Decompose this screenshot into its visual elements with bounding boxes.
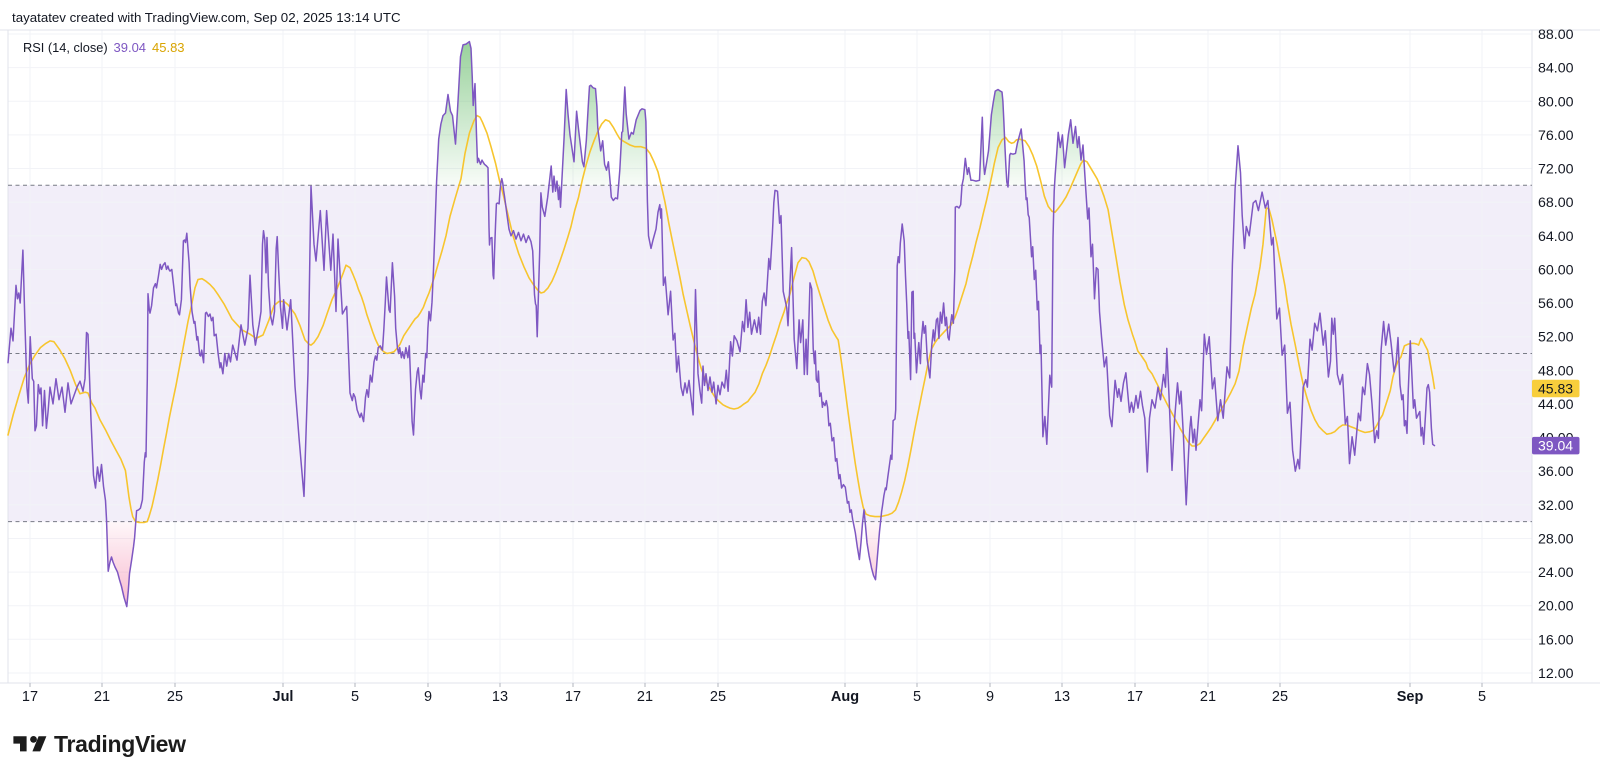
svg-text:Aug: Aug: [831, 689, 859, 705]
svg-text:5: 5: [913, 689, 921, 705]
svg-text:25: 25: [1272, 689, 1288, 705]
svg-text:48.00: 48.00: [1538, 363, 1574, 379]
svg-text:45.83: 45.83: [1538, 381, 1573, 397]
svg-text:68.00: 68.00: [1538, 195, 1574, 211]
svg-text:88.00: 88.00: [1538, 27, 1574, 43]
svg-text:21: 21: [94, 689, 110, 705]
svg-text:5: 5: [1478, 689, 1486, 705]
svg-text:84.00: 84.00: [1538, 61, 1574, 77]
svg-text:RSI (14, close): RSI (14, close): [23, 40, 108, 55]
svg-text:Sep: Sep: [1397, 689, 1424, 705]
svg-text:9: 9: [424, 689, 432, 705]
svg-text:80.00: 80.00: [1538, 94, 1574, 110]
svg-text:25: 25: [710, 689, 726, 705]
svg-text:45.83: 45.83: [152, 40, 185, 55]
svg-text:12.00: 12.00: [1538, 666, 1574, 682]
svg-text:76.00: 76.00: [1538, 128, 1574, 144]
svg-text:36.00: 36.00: [1538, 464, 1574, 480]
svg-text:56.00: 56.00: [1538, 296, 1574, 312]
svg-text:5: 5: [351, 689, 359, 705]
svg-text:13: 13: [492, 689, 508, 705]
svg-text:32.00: 32.00: [1538, 498, 1574, 514]
svg-text:28.00: 28.00: [1538, 532, 1574, 548]
svg-text:25: 25: [167, 689, 183, 705]
svg-text:39.04: 39.04: [114, 40, 147, 55]
svg-text:39.04: 39.04: [1538, 438, 1573, 454]
svg-text:17: 17: [22, 689, 38, 705]
svg-text:9: 9: [986, 689, 994, 705]
svg-text:17: 17: [1127, 689, 1143, 705]
svg-text:44.00: 44.00: [1538, 397, 1574, 413]
svg-text:21: 21: [637, 689, 653, 705]
svg-text:13: 13: [1054, 689, 1070, 705]
svg-text:72.00: 72.00: [1538, 162, 1574, 178]
svg-text:16.00: 16.00: [1538, 632, 1574, 648]
svg-text:TradingView: TradingView: [54, 731, 186, 757]
svg-text:52.00: 52.00: [1538, 330, 1574, 346]
svg-text:17: 17: [565, 689, 581, 705]
svg-text:64.00: 64.00: [1538, 229, 1574, 245]
svg-text:24.00: 24.00: [1538, 565, 1574, 581]
svg-text:21: 21: [1200, 689, 1216, 705]
svg-text:60.00: 60.00: [1538, 262, 1574, 278]
svg-text:tayatatev created with Trading: tayatatev created with TradingView.com, …: [12, 10, 401, 25]
svg-text:Jul: Jul: [273, 689, 294, 705]
svg-text:20.00: 20.00: [1538, 599, 1574, 615]
